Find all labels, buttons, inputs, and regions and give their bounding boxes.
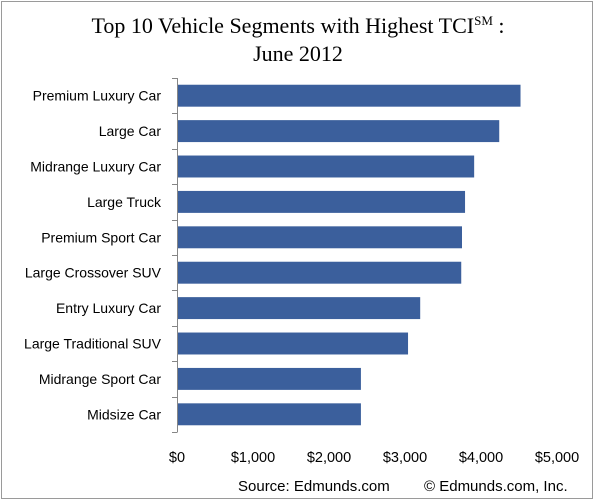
bar	[177, 226, 462, 249]
x-tick-label: $0	[169, 450, 185, 466]
chart-title: Top 10 Vehicle Segments with Highest TCI…	[0, 12, 596, 68]
bar	[177, 190, 466, 213]
category-label: Large Crossover SUV	[25, 265, 162, 281]
x-tick-label: $2,000	[307, 450, 351, 466]
bar	[177, 403, 361, 426]
bar	[177, 261, 462, 284]
category-label: Large Car	[99, 123, 162, 139]
x-tick-label: $5,000	[535, 450, 579, 466]
category-label: Premium Luxury Car	[33, 88, 162, 104]
x-tick-label: $1,000	[231, 450, 275, 466]
category-label: Midrange Sport Car	[39, 371, 162, 387]
copyright-note: © Edmunds.com, Inc.	[424, 478, 568, 495]
title-suffix: :	[498, 13, 505, 38]
title-main: Top 10 Vehicle Segments with Highest TCI	[91, 13, 475, 38]
category-label: Premium Sport Car	[41, 229, 161, 245]
category-label: Large Truck	[87, 194, 162, 210]
title-line: Top 10 Vehicle Segments with Highest TCI…	[0, 12, 596, 40]
category-label: Large Traditional SUV	[24, 336, 162, 352]
title-superscript: SM	[474, 13, 493, 28]
category-label: Entry Luxury Car	[56, 300, 161, 316]
category-label: Midrange Luxury Car	[30, 159, 161, 175]
x-tick-label: $4,000	[459, 450, 503, 466]
source-note: Source: Edmunds.com	[238, 478, 390, 495]
bar	[177, 332, 409, 355]
bar	[177, 367, 361, 390]
bar	[177, 120, 500, 143]
bar	[177, 297, 421, 320]
x-tick-label: $3,000	[383, 450, 427, 466]
category-label: Midsize Car	[87, 406, 161, 422]
chart-subtitle: June 2012	[253, 41, 343, 66]
bar	[177, 155, 475, 178]
bar	[177, 84, 521, 107]
